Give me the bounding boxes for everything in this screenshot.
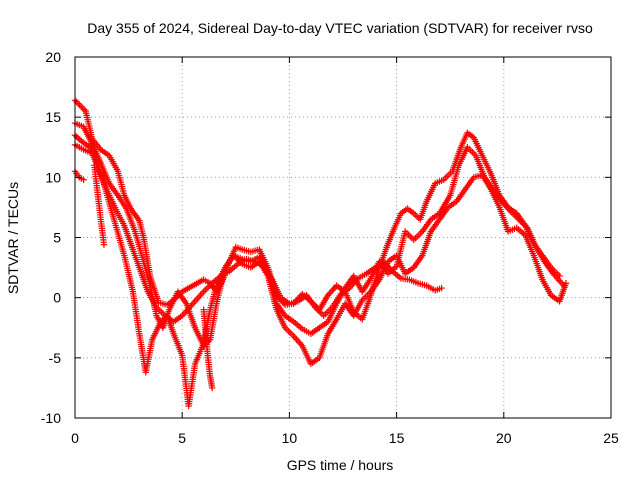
y-tick-label: -5: [49, 350, 62, 366]
data-point: [79, 104, 86, 112]
series-arc-6: [91, 162, 108, 248]
series-arc-5: [71, 168, 87, 183]
data-point: [74, 100, 82, 107]
y-tick-label: 5: [53, 230, 61, 246]
x-tick-label: 15: [389, 430, 405, 446]
data-point: [209, 384, 216, 392]
y-tick-label: 20: [45, 49, 61, 65]
series-arc-3: [71, 132, 570, 410]
data-point: [73, 98, 80, 106]
y-axis-title: SDTVAR / TECUs: [5, 182, 21, 294]
data-point: [438, 284, 445, 292]
data-point: [562, 280, 570, 287]
data-point: [100, 241, 108, 248]
data-layer: [71, 97, 570, 410]
series-arc-2: [71, 119, 568, 349]
x-tick-label: 0: [71, 430, 79, 446]
series-arc-7: [200, 306, 216, 392]
chart-title: Day 355 of 2024, Sidereal Day-to-day VTE…: [87, 20, 593, 36]
y-tick-label: 10: [45, 169, 61, 185]
x-tick-label: 10: [282, 430, 298, 446]
data-point: [293, 336, 300, 343]
y-tick-label: -10: [41, 410, 61, 426]
ticks: [74, 56, 612, 419]
data-point: [296, 339, 303, 346]
grid: [75, 57, 611, 418]
data-point: [329, 287, 336, 294]
y-tick-label: 0: [53, 290, 61, 306]
tick-labels: 0 5 10 15 20 25 -10 -5 0 5 10 15 20: [41, 49, 619, 446]
x-tick-label: 5: [178, 430, 186, 446]
x-tick-label: 20: [496, 430, 512, 446]
data-point: [413, 213, 421, 220]
data-point: [327, 288, 335, 296]
x-axis-title: GPS time / hours: [287, 457, 394, 473]
x-tick-label: 25: [603, 430, 619, 446]
data-point: [291, 334, 299, 341]
series-arc-4: [71, 141, 445, 325]
data-point: [80, 176, 87, 183]
y-tick-label: 15: [45, 109, 61, 125]
data-point: [294, 337, 302, 345]
data-point: [75, 135, 82, 142]
data-point: [77, 103, 85, 110]
data-point: [76, 101, 83, 109]
data-point: [73, 133, 80, 140]
